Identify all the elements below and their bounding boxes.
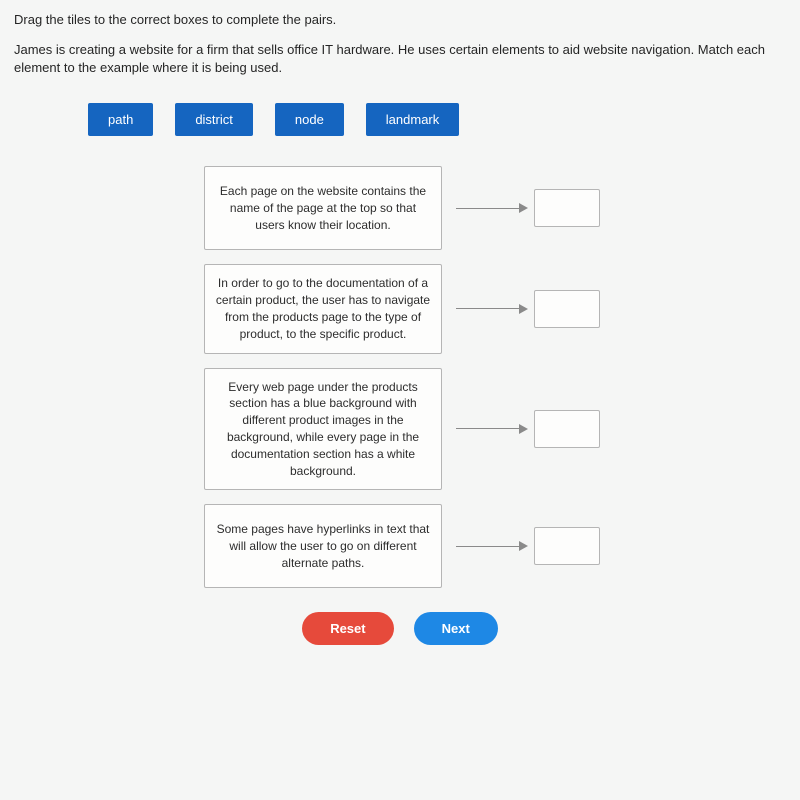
next-button[interactable]: Next [414, 612, 498, 645]
pair-row: Some pages have hyperlinks in text that … [204, 504, 786, 588]
tile-landmark[interactable]: landmark [366, 103, 459, 136]
drop-target[interactable] [534, 410, 600, 448]
description-box: Some pages have hyperlinks in text that … [204, 504, 442, 588]
drop-target[interactable] [534, 527, 600, 565]
pair-row: Each page on the website contains the na… [204, 166, 786, 250]
tile-path[interactable]: path [88, 103, 153, 136]
arrow-icon [456, 207, 528, 209]
question-container: Drag the tiles to the correct boxes to c… [0, 0, 800, 655]
arrow-icon [456, 545, 528, 547]
instruction-text: Drag the tiles to the correct boxes to c… [14, 12, 786, 27]
description-box: Each page on the website contains the na… [204, 166, 442, 250]
scenario-text: James is creating a website for a firm t… [14, 41, 786, 77]
reset-button[interactable]: Reset [302, 612, 393, 645]
arrow-icon [456, 428, 528, 430]
tile-district[interactable]: district [175, 103, 253, 136]
button-row: Reset Next [14, 612, 786, 645]
drop-target[interactable] [534, 189, 600, 227]
arrow-icon [456, 308, 528, 310]
pair-row: In order to go to the documentation of a… [204, 264, 786, 353]
drop-target[interactable] [534, 290, 600, 328]
pair-row: Every web page under the products sectio… [204, 368, 786, 491]
pairs-column: Each page on the website contains the na… [204, 166, 786, 588]
tiles-row: path district node landmark [88, 103, 786, 136]
tile-node[interactable]: node [275, 103, 344, 136]
description-box: In order to go to the documentation of a… [204, 264, 442, 353]
description-box: Every web page under the products sectio… [204, 368, 442, 491]
